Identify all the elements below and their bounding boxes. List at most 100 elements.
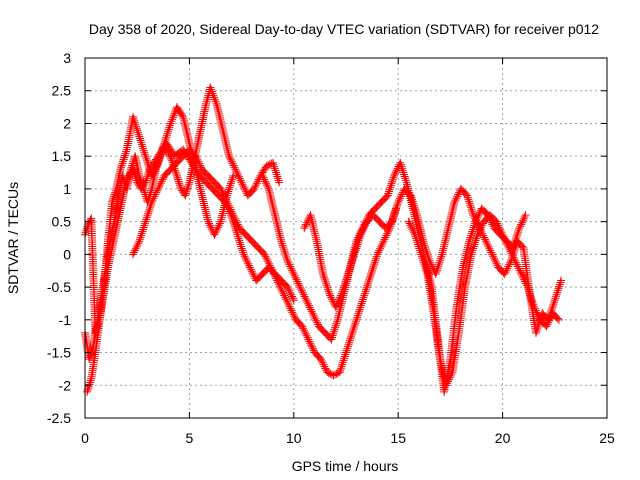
data-point bbox=[282, 254, 291, 263]
data-point bbox=[142, 213, 151, 222]
data-point bbox=[519, 214, 528, 223]
data-point bbox=[436, 254, 445, 263]
data-point bbox=[469, 223, 478, 232]
data-point bbox=[327, 335, 336, 344]
data-point bbox=[467, 205, 476, 214]
data-point bbox=[532, 328, 541, 337]
data-point bbox=[142, 176, 151, 185]
data-point bbox=[472, 234, 481, 243]
data-point bbox=[365, 275, 374, 284]
data-point bbox=[157, 177, 166, 186]
data-point bbox=[149, 194, 158, 203]
data-point bbox=[139, 144, 148, 153]
data-point bbox=[273, 174, 282, 183]
data-point bbox=[308, 309, 317, 318]
data-point bbox=[167, 147, 176, 156]
data-point bbox=[141, 152, 150, 161]
data-point bbox=[433, 266, 442, 275]
series-track-g bbox=[404, 211, 563, 390]
data-point bbox=[351, 246, 360, 255]
data-point bbox=[275, 178, 284, 187]
data-point bbox=[414, 242, 423, 251]
data-point bbox=[470, 240, 479, 249]
data-point bbox=[532, 308, 541, 317]
data-point bbox=[337, 362, 346, 371]
data-point bbox=[144, 207, 153, 216]
data-point bbox=[340, 281, 349, 290]
data-point bbox=[123, 177, 132, 186]
data-point bbox=[524, 285, 533, 294]
data-point bbox=[292, 275, 301, 284]
data-point bbox=[132, 176, 141, 185]
data-point bbox=[142, 154, 151, 163]
data-point bbox=[380, 235, 389, 244]
data-point bbox=[503, 264, 512, 273]
data-point bbox=[140, 180, 149, 188]
y-tick-label: 3 bbox=[63, 50, 71, 66]
data-point bbox=[507, 249, 516, 258]
data-point bbox=[163, 140, 172, 149]
data-point bbox=[520, 277, 529, 286]
data-point bbox=[391, 168, 400, 177]
data-point bbox=[251, 181, 260, 190]
data-point bbox=[517, 220, 526, 229]
data-point bbox=[285, 286, 294, 295]
data-point bbox=[390, 171, 399, 180]
data-point bbox=[299, 324, 308, 333]
data-point bbox=[504, 243, 513, 252]
data-point bbox=[81, 228, 90, 237]
data-point bbox=[301, 222, 310, 231]
data-point bbox=[338, 358, 347, 367]
data-point bbox=[155, 181, 164, 190]
data-point bbox=[333, 298, 342, 307]
data-point bbox=[354, 309, 363, 318]
data-point bbox=[502, 266, 511, 275]
data-point bbox=[173, 173, 182, 182]
data-point bbox=[234, 170, 243, 179]
data-point bbox=[233, 220, 242, 229]
data-point bbox=[207, 87, 216, 96]
data-point bbox=[491, 216, 500, 225]
data-point bbox=[248, 269, 257, 278]
data-point bbox=[389, 213, 398, 222]
data-point bbox=[130, 246, 139, 255]
data-point bbox=[360, 291, 369, 300]
data-point bbox=[375, 246, 384, 255]
data-point bbox=[475, 210, 484, 219]
data-point bbox=[463, 193, 472, 202]
data-point bbox=[302, 331, 311, 340]
data-point bbox=[300, 224, 309, 233]
data-point bbox=[468, 207, 477, 216]
data-point bbox=[465, 235, 474, 244]
data-point bbox=[116, 165, 125, 174]
data-point bbox=[407, 223, 416, 232]
data-point bbox=[168, 113, 177, 122]
data-point bbox=[316, 355, 325, 364]
data-point bbox=[347, 332, 356, 341]
y-tick-label: 2.5 bbox=[52, 83, 72, 99]
data-point bbox=[444, 375, 453, 384]
data-point bbox=[234, 222, 243, 231]
data-point bbox=[353, 313, 362, 322]
data-point bbox=[118, 159, 127, 168]
data-point bbox=[120, 184, 129, 193]
data-point bbox=[420, 262, 429, 271]
data-point bbox=[512, 260, 521, 269]
data-point bbox=[151, 155, 160, 164]
data-point bbox=[137, 184, 146, 193]
data-point bbox=[237, 242, 246, 251]
data-point bbox=[328, 331, 337, 340]
data-point bbox=[282, 297, 291, 306]
data-point bbox=[225, 152, 234, 161]
data-point bbox=[174, 175, 183, 184]
data-point bbox=[493, 261, 502, 270]
data-point bbox=[108, 198, 117, 206]
data-point bbox=[362, 285, 371, 294]
data-point bbox=[299, 326, 308, 335]
data-point bbox=[434, 262, 443, 271]
data-point bbox=[410, 230, 419, 239]
data-point bbox=[147, 198, 156, 206]
data-point bbox=[447, 370, 456, 379]
data-point bbox=[305, 301, 314, 310]
y-tick-label: -2 bbox=[59, 377, 72, 393]
